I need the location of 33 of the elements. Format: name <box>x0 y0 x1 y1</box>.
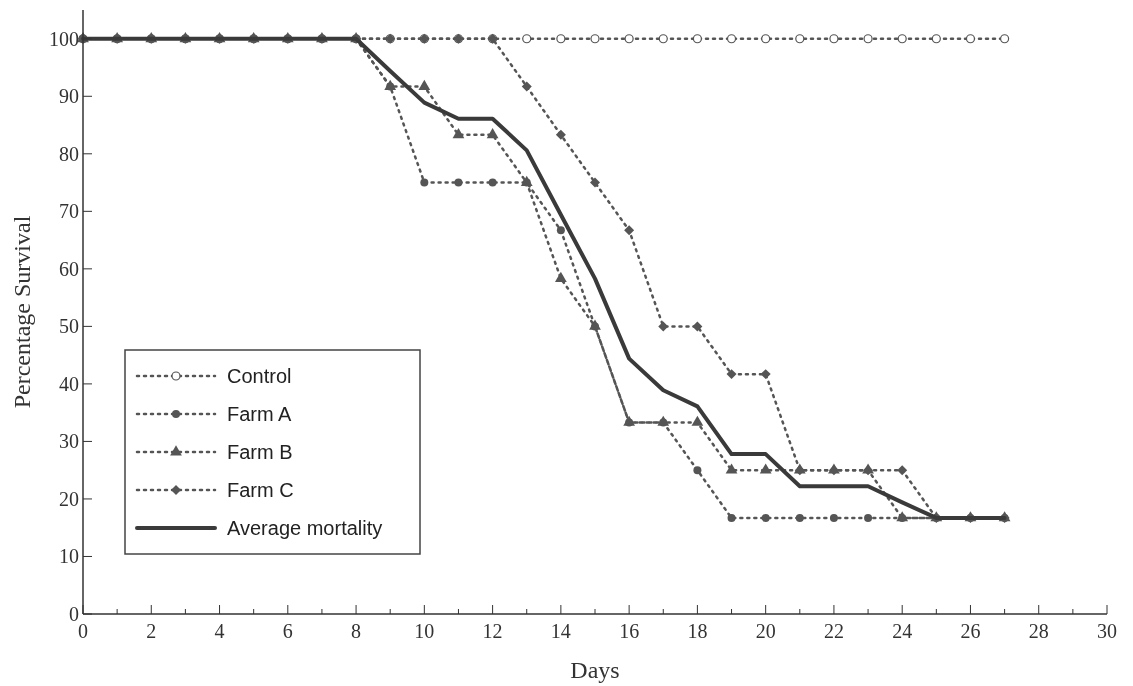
y-tick-label: 30 <box>59 430 79 453</box>
x-tick-label: 26 <box>960 620 981 642</box>
y-tick-label: 20 <box>59 487 79 510</box>
y-tick-label: 10 <box>59 545 79 568</box>
x-tick-label: 16 <box>619 620 640 642</box>
x-tick-label: 20 <box>755 620 776 642</box>
legend-label: Farm A <box>227 403 293 425</box>
x-tick-label: 6 <box>282 620 293 642</box>
y-tick-label: 0 <box>69 603 79 625</box>
y-tick-label: 40 <box>59 372 79 395</box>
legend-label: Farm B <box>227 441 293 463</box>
x-tick-label: 4 <box>214 620 225 642</box>
x-tick-label: 18 <box>687 620 708 642</box>
y-tick-label: 50 <box>59 315 79 338</box>
y-tick-label: 100 <box>49 27 79 50</box>
x-tick-label: 30 <box>1097 620 1117 642</box>
y-tick-label: 90 <box>59 85 79 108</box>
x-tick-label: 14 <box>550 620 571 642</box>
x-tick-label: 24 <box>892 620 913 642</box>
y-tick-label: 70 <box>59 200 79 223</box>
x-tick-label: 22 <box>823 620 844 642</box>
x-axis-title: Days <box>570 657 620 683</box>
legend-label: Control <box>227 365 292 387</box>
legend-label: Average mortality <box>227 517 383 539</box>
y-tick-label: 60 <box>59 257 79 280</box>
x-tick-label: 2 <box>146 620 157 642</box>
y-tick-label: 80 <box>59 142 79 165</box>
x-tick-label: 28 <box>1028 620 1049 642</box>
x-tick-label: 8 <box>351 620 362 642</box>
x-tick-label: 12 <box>482 620 503 642</box>
legend-label: Farm C <box>227 479 294 501</box>
y-axis-title: Percentage Survival <box>9 215 35 409</box>
x-tick-label: 10 <box>414 620 435 642</box>
